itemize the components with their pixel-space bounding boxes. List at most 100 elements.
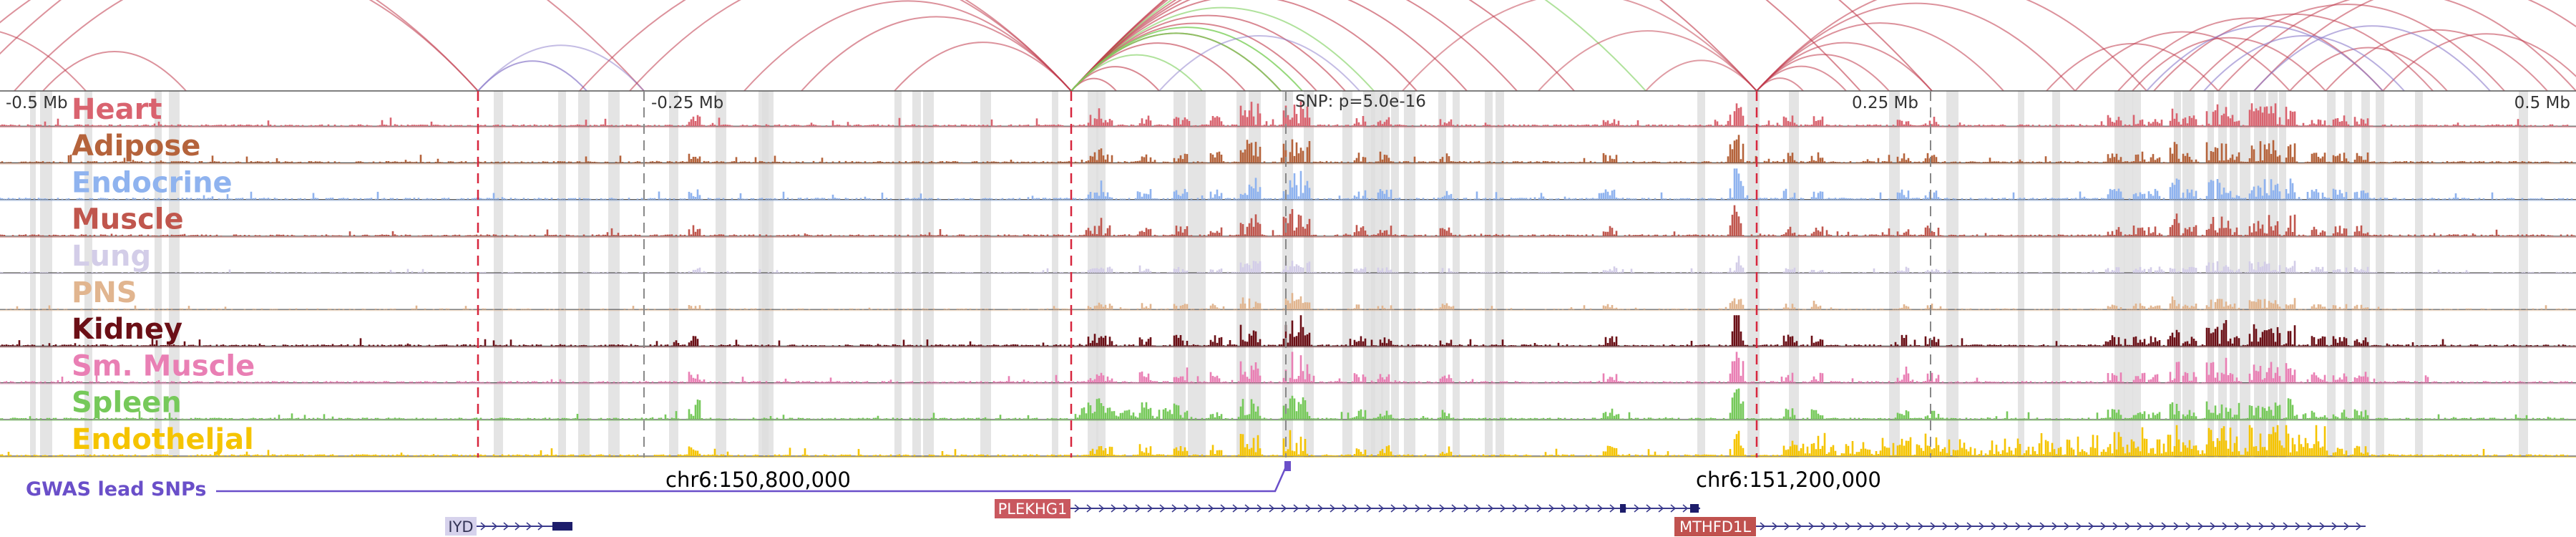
chromatin-loop-arc	[2046, 43, 2219, 92]
signal-track	[0, 352, 2576, 384]
signal-peaks	[0, 168, 2573, 200]
chromatin-loop-arc	[14, 0, 479, 92]
track-label: Adipose	[72, 130, 200, 163]
gene-iyd-label: IYD	[448, 518, 473, 536]
snp-pvalue-label: SNP: p=5.0e-16	[1295, 92, 1426, 111]
track-label: Endotheljal	[72, 423, 254, 456]
chromatin-loop-arc	[1756, 2, 2076, 92]
gene-mthfd1l-label-box	[1674, 517, 1756, 536]
signal-track	[0, 205, 2576, 238]
chromatin-loop-arc	[2146, 25, 2384, 92]
chromatin-loop-arc	[743, 0, 1072, 92]
chromatin-loop-arc	[801, 16, 1072, 92]
gene-annotations: IYD PLEKHG1 MTHFD1L	[445, 499, 2366, 536]
chromatin-loop-arc	[2253, 0, 2576, 92]
chromatin-loop-arc	[1070, 0, 1575, 92]
signal-peaks	[0, 315, 2575, 347]
chromatin-loop-arc	[1070, 42, 1246, 92]
signal-track	[0, 168, 2576, 201]
chromatin-loop-arc	[1538, 30, 1757, 92]
chromatin-loop-arc	[2253, 25, 2491, 92]
position-axis: -0.5 Mb -0.25 Mb 0.25 Mb 0.5 Mb SNP: p=5…	[6, 92, 2570, 112]
chromatin-loop-arc	[1070, 0, 1518, 92]
annotation-area: chr6:150,800,000 chr6:151,200,000 GWAS l…	[26, 461, 1881, 500]
signal-peaks	[0, 352, 2573, 383]
axis-tick-minus-0-25: -0.25 Mb	[651, 94, 723, 112]
marker-lines	[477, 91, 1931, 458]
track-label: Muscle	[72, 203, 184, 236]
signal-peaks	[0, 388, 2569, 420]
gene-iyd-exon	[552, 522, 572, 531]
signal-peaks	[5, 293, 2569, 310]
track-label: PNS	[72, 276, 137, 309]
chromatin-loop-arc	[1756, 65, 1847, 92]
gene-mthfd1l-label: MTHFD1L	[1679, 518, 1751, 536]
chromatin-loop-arc	[0, 31, 87, 92]
signal-track	[0, 135, 2576, 165]
strand-chevrons	[1074, 504, 1701, 513]
signal-track	[0, 101, 2576, 128]
signal-tracks	[0, 90, 2576, 458]
gwas-connector-line	[216, 465, 1288, 493]
chromatin-loop-arc	[2203, 35, 2405, 92]
gene-plekhg1-label-box	[995, 499, 1070, 518]
signal-track	[0, 388, 2576, 421]
gwas-track-label: GWAS lead SNPs	[26, 478, 206, 500]
gene-plekhg1[interactable]: PLEKHG1	[995, 499, 1701, 518]
chromatin-loop-arc	[2325, 29, 2548, 92]
chromatin-loop-arc	[2382, 33, 2576, 92]
signal-peaks	[0, 101, 2569, 127]
track-label: Sm. Muscle	[72, 349, 255, 382]
chromatin-loop-arc	[894, 42, 1072, 92]
gene-iyd-strand-arrows	[480, 522, 544, 531]
chromatin-loop-arc	[477, 44, 645, 92]
chromatin-loop-arc	[1756, 22, 2004, 92]
chromatin-loop-arc	[1070, 26, 1303, 92]
chromatin-loop-arc	[2289, 47, 2448, 92]
gene-plekhg1-strand-arrows	[1074, 504, 1701, 513]
gene-plekhg1-label: PLEKHG1	[998, 500, 1068, 518]
coordinate-label-left: chr6:150,800,000	[665, 468, 851, 492]
chromatin-loop-arc	[1070, 6, 1375, 92]
signal-peaks	[0, 205, 2575, 236]
signal-track	[0, 315, 2576, 348]
signal-peaks	[0, 256, 2573, 273]
coordinate-label-right: chr6:151,200,000	[1696, 468, 1881, 492]
track-label: Heart	[72, 93, 162, 126]
track-label: Spleen	[72, 387, 182, 420]
chromatin-loop-arc	[1070, 0, 1418, 92]
chromatin-loop-arc	[1070, 0, 1757, 92]
signal-peaks	[0, 425, 2569, 456]
chromatin-loop-arc	[1402, 0, 1757, 92]
chromatin-loop-arc	[629, 0, 1072, 92]
chromatin-loop-arc	[0, 0, 479, 92]
signal-peaks	[0, 135, 2573, 163]
chromatin-loop-arc	[477, 60, 587, 92]
chromatin-loop-arc	[42, 51, 187, 92]
signal-track	[0, 425, 2576, 458]
chromatin-loop-arc	[2074, 31, 2290, 92]
track-label: Lung	[72, 240, 151, 273]
chromatin-loop-arc	[1070, 0, 1646, 92]
chromatin-loop-arc	[2189, 4, 2505, 92]
track-label: Kidney	[72, 313, 182, 346]
chromatin-loop-arc	[1645, 59, 1757, 92]
chromatin-loop-arc	[1756, 0, 2147, 92]
chromatin-loop-arc	[1158, 35, 1360, 92]
chromatin-loop-arc	[579, 0, 1072, 92]
chromatin-loop-arc	[1070, 0, 1468, 92]
gene-plekhg1-exon	[1620, 504, 1626, 513]
signal-track	[0, 256, 2576, 274]
strand-chevrons	[480, 522, 544, 531]
chromatin-loop-arc	[1070, 66, 1160, 92]
chromatin-loop-arc	[2132, 37, 2326, 92]
gene-iyd[interactable]: IYD	[445, 517, 572, 536]
gwas-lead-snp-marker[interactable]	[1284, 461, 1291, 471]
chromatin-loop-arc	[1756, 42, 1933, 92]
gene-mthfd1l-strand-arrows	[1760, 522, 2362, 531]
gene-mthfd1l[interactable]: MTHFD1L	[1674, 517, 2366, 536]
chromatin-loop-arc	[1070, 32, 1282, 92]
strand-chevrons	[1760, 522, 2362, 531]
track-label: Endocrine	[72, 166, 233, 199]
